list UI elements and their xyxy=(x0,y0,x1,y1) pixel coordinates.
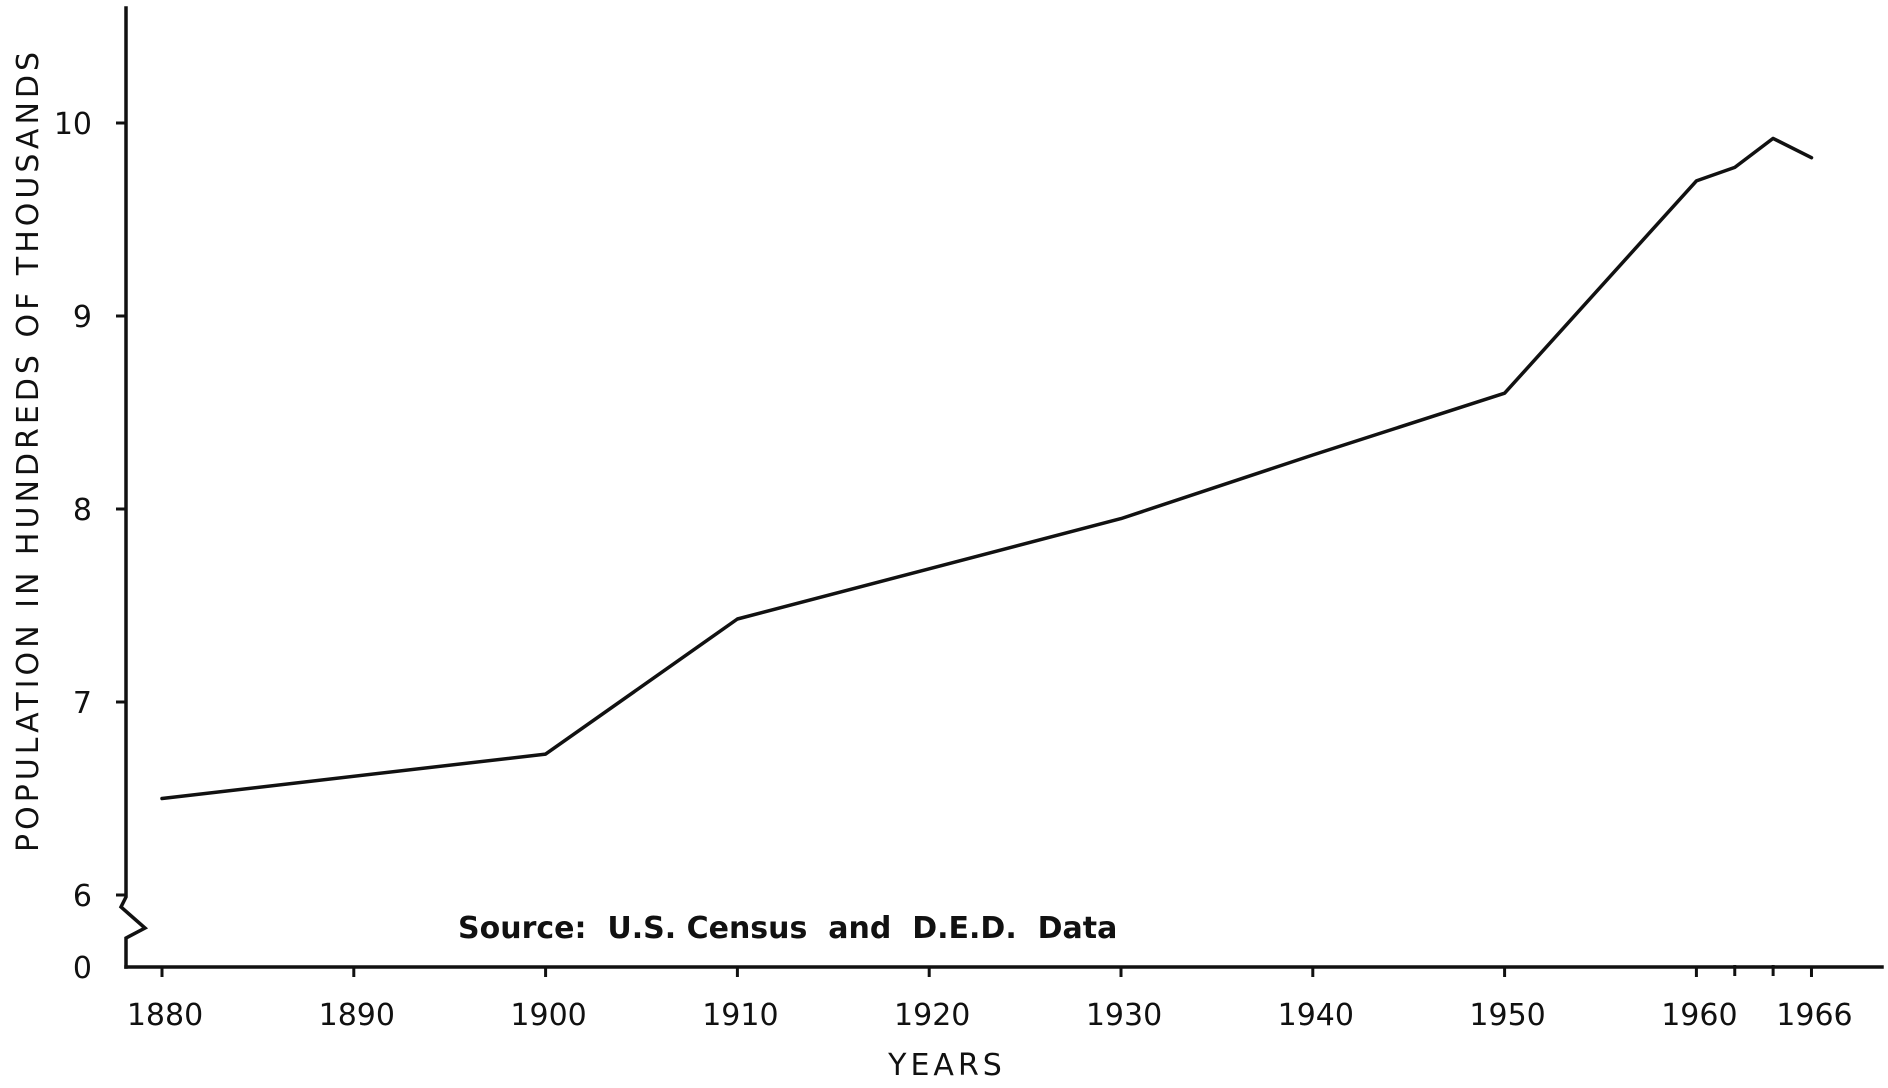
x-tick-label: 1890 xyxy=(319,998,395,1033)
y-tick-label: 6 xyxy=(73,879,92,914)
y-tick-label: 0 xyxy=(73,951,92,986)
y-tick-label: 8 xyxy=(73,493,92,528)
x-tick-label: 1910 xyxy=(702,998,778,1033)
x-tick-label: 1930 xyxy=(1086,998,1162,1033)
x-tick-label: 1880 xyxy=(127,998,203,1033)
y-axis-line xyxy=(118,6,149,969)
x-axis-title: YEARS xyxy=(887,1048,1006,1083)
x-tick-label: 1950 xyxy=(1469,998,1545,1033)
y-axis-title: POPULATION IN HUNDREDS OF THOUSANDS xyxy=(11,48,46,852)
y-tick-label: 7 xyxy=(73,686,92,721)
x-tick-label: 1940 xyxy=(1278,998,1354,1033)
y-tick-label: 9 xyxy=(73,300,92,335)
x-tick-label: 1960 xyxy=(1661,998,1737,1033)
source-annotation: Source: U.S. Census and D.E.D. Data xyxy=(458,911,1117,946)
chart-axes xyxy=(118,6,1884,969)
y-tick-label: 10 xyxy=(54,107,92,142)
x-tick-label: 1920 xyxy=(894,998,970,1033)
population-series-line xyxy=(160,136,1814,801)
chart-ticks: 1880 1890 1900 1910 1920 1930 1940 1950 1960 1966… xyxy=(54,107,1853,1033)
chart-series xyxy=(160,136,1814,801)
x-tick-label: 1966 xyxy=(1776,998,1852,1033)
x-tick-label: 1900 xyxy=(510,998,586,1033)
